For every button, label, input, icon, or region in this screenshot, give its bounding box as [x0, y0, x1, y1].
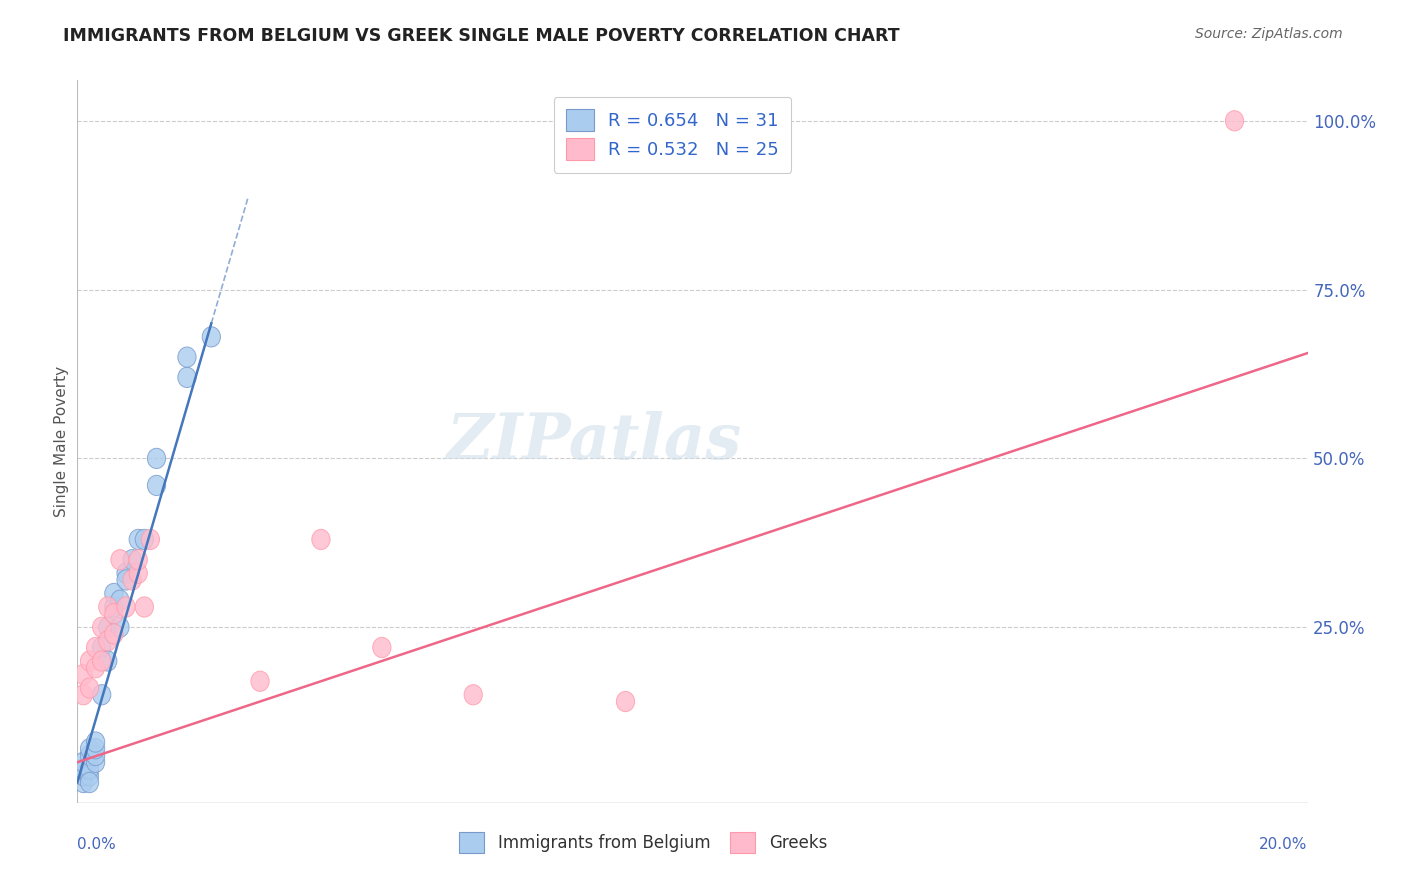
Ellipse shape	[80, 759, 98, 780]
Ellipse shape	[148, 449, 166, 468]
Ellipse shape	[177, 368, 195, 387]
Ellipse shape	[86, 732, 104, 752]
Ellipse shape	[135, 597, 153, 617]
Ellipse shape	[98, 617, 117, 638]
Ellipse shape	[98, 631, 117, 651]
Ellipse shape	[373, 638, 391, 657]
Ellipse shape	[148, 475, 166, 496]
Ellipse shape	[75, 759, 93, 780]
Ellipse shape	[93, 617, 111, 638]
Ellipse shape	[75, 752, 93, 772]
Ellipse shape	[75, 665, 93, 685]
Ellipse shape	[464, 685, 482, 705]
Ellipse shape	[86, 746, 104, 765]
Legend: Immigrants from Belgium, Greeks: Immigrants from Belgium, Greeks	[453, 826, 834, 860]
Ellipse shape	[141, 529, 159, 549]
Text: Source: ZipAtlas.com: Source: ZipAtlas.com	[1195, 27, 1343, 41]
Ellipse shape	[80, 678, 98, 698]
Ellipse shape	[86, 638, 104, 657]
Ellipse shape	[1226, 111, 1244, 131]
Ellipse shape	[104, 583, 122, 604]
Ellipse shape	[122, 570, 141, 591]
Ellipse shape	[75, 685, 93, 705]
Text: ZIPatlas: ZIPatlas	[447, 411, 741, 472]
Ellipse shape	[129, 563, 148, 583]
Y-axis label: Single Male Poverty: Single Male Poverty	[53, 366, 69, 517]
Ellipse shape	[122, 549, 141, 570]
Ellipse shape	[86, 752, 104, 772]
Ellipse shape	[98, 651, 117, 671]
Ellipse shape	[98, 597, 117, 617]
Ellipse shape	[80, 651, 98, 671]
Text: 0.0%: 0.0%	[77, 837, 117, 852]
Ellipse shape	[93, 651, 111, 671]
Ellipse shape	[111, 591, 129, 610]
Ellipse shape	[117, 597, 135, 617]
Ellipse shape	[250, 671, 269, 691]
Ellipse shape	[111, 617, 129, 638]
Ellipse shape	[135, 529, 153, 549]
Ellipse shape	[75, 772, 93, 793]
Ellipse shape	[80, 765, 98, 786]
Ellipse shape	[86, 657, 104, 678]
Ellipse shape	[80, 746, 98, 765]
Ellipse shape	[117, 563, 135, 583]
Ellipse shape	[86, 739, 104, 759]
Text: IMMIGRANTS FROM BELGIUM VS GREEK SINGLE MALE POVERTY CORRELATION CHART: IMMIGRANTS FROM BELGIUM VS GREEK SINGLE …	[63, 27, 900, 45]
Ellipse shape	[104, 604, 122, 624]
Ellipse shape	[202, 326, 221, 347]
Ellipse shape	[75, 765, 93, 786]
Ellipse shape	[111, 549, 129, 570]
Ellipse shape	[80, 739, 98, 759]
Text: 20.0%: 20.0%	[1260, 837, 1308, 852]
Ellipse shape	[312, 529, 330, 549]
Ellipse shape	[129, 549, 148, 570]
Ellipse shape	[616, 691, 634, 712]
Ellipse shape	[104, 597, 122, 617]
Ellipse shape	[93, 638, 111, 657]
Ellipse shape	[93, 685, 111, 705]
Ellipse shape	[117, 570, 135, 591]
Ellipse shape	[80, 772, 98, 793]
Ellipse shape	[104, 624, 122, 644]
Ellipse shape	[129, 529, 148, 549]
Ellipse shape	[177, 347, 195, 368]
